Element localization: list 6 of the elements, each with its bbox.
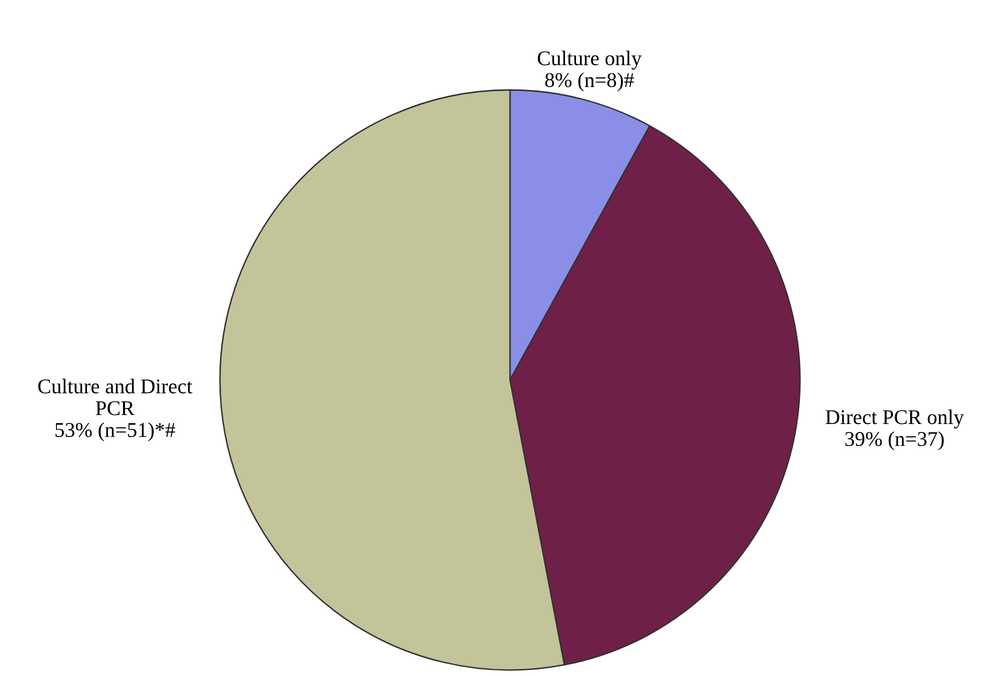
data-label: 53% (n=51)*#	[56, 422, 176, 442]
slice-label: Culture only	[538, 50, 642, 70]
data-label: 39% (n=37)	[845, 431, 944, 450]
data-label: 8% (n=8)#	[545, 72, 634, 92]
slice-label: Direct PCR only	[826, 410, 964, 428]
slice-label: Culture and Direct PCR	[38, 378, 192, 416]
